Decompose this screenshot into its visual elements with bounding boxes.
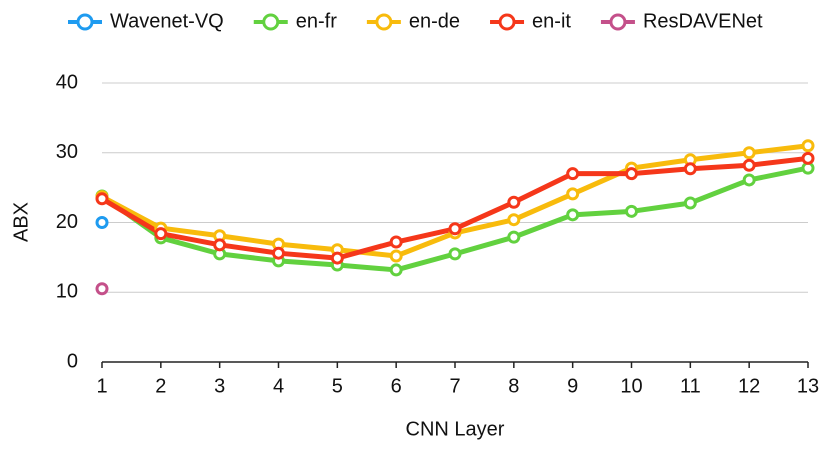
x-tick-label: 8 [508, 375, 519, 397]
x-tick-label: 2 [155, 375, 166, 397]
data-point [507, 195, 521, 209]
x-tick-label: 10 [620, 375, 642, 397]
data-point [95, 282, 109, 296]
data-point [566, 167, 580, 181]
legend-label: Wavenet-VQ [110, 10, 224, 32]
data-point [213, 238, 227, 252]
x-tick-label: 5 [332, 375, 343, 397]
x-tick-label: 6 [391, 375, 402, 397]
data-point [507, 230, 521, 244]
x-axis-label: CNN Layer [406, 418, 505, 440]
data-point [742, 158, 756, 172]
data-point [330, 251, 344, 265]
legend-marker [375, 13, 393, 31]
x-tick-label: 12 [738, 375, 760, 397]
data-point [448, 247, 462, 261]
y-tick-label: 20 [56, 211, 78, 233]
data-point [683, 196, 697, 210]
data-point [742, 173, 756, 187]
data-point [566, 208, 580, 222]
data-point [742, 146, 756, 160]
y-tick-label: 0 [67, 350, 78, 372]
y-tick-label: 30 [56, 141, 78, 163]
data-point [801, 139, 815, 153]
y-tick-label: 40 [56, 71, 78, 93]
legend-marker [609, 13, 627, 31]
legend-marker [498, 13, 516, 31]
y-tick-label: 10 [56, 281, 78, 303]
data-point [154, 227, 168, 241]
y-axis-label: ABX [10, 202, 32, 242]
data-point [389, 263, 403, 277]
data-point [389, 235, 403, 249]
x-tick-label: 7 [449, 375, 460, 397]
legend-label: en-fr [296, 10, 337, 32]
data-point [566, 187, 580, 201]
data-point [272, 246, 285, 260]
x-tick-label: 13 [797, 375, 819, 397]
data-point [95, 192, 109, 206]
x-tick-label: 4 [273, 375, 284, 397]
legend-label: en-it [532, 10, 571, 32]
data-point [389, 249, 403, 263]
x-tick-label: 1 [96, 375, 107, 397]
x-tick-label: 11 [680, 375, 701, 397]
x-tick-label: 9 [567, 375, 578, 397]
data-point [448, 222, 462, 236]
legend-marker [76, 13, 94, 31]
data-point [683, 162, 697, 176]
legend-marker [262, 13, 280, 31]
x-tick-label: 3 [214, 375, 225, 397]
data-point [625, 204, 638, 218]
legend-label: ResDAVENet [643, 10, 763, 32]
data-point [625, 167, 638, 181]
data-point [95, 216, 109, 229]
data-point [507, 213, 521, 227]
series-line [99, 155, 811, 261]
legend-label: en-de [409, 10, 460, 32]
data-point [801, 151, 815, 165]
